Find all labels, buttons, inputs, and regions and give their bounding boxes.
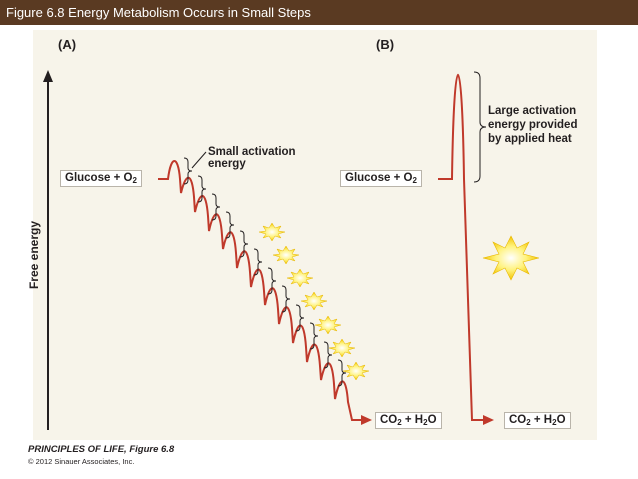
activation-brace (337, 359, 347, 387)
activation-brace (323, 341, 333, 369)
products-label-b: CO2 + H2O (504, 412, 571, 429)
products-label-a: CO2 + H2O (375, 412, 442, 429)
sunburst-icon (328, 338, 356, 358)
activation-brace (197, 175, 207, 203)
activation-brace (239, 230, 249, 258)
annotation-leader (191, 151, 207, 169)
activation-brace (295, 304, 305, 332)
sunburst-icon (300, 291, 328, 311)
figure-background (33, 30, 597, 440)
figure-credit: PRINCIPLES OF LIFE, Figure 6.8 (28, 444, 175, 455)
large-activation-brace (473, 71, 487, 183)
activation-brace (225, 211, 235, 239)
y-axis-label: Free energy (27, 220, 41, 290)
copyright-line: © 2012 Sinauer Associates, Inc. (28, 457, 135, 466)
reactants-label-b: Glucose + O2 (340, 170, 422, 187)
large-activation-label: Large activation energy provided by appl… (488, 105, 578, 145)
stepwise-arrowhead (361, 415, 372, 425)
activation-brace (281, 285, 291, 313)
sunburst-icon (258, 222, 286, 242)
activation-brace (183, 157, 193, 185)
title-bar: Figure 6.8 Energy Metabolism Occurs in S… (0, 0, 638, 25)
sunburst-icon (314, 315, 342, 335)
sunburst-icon (286, 268, 314, 288)
sunburst-icon (272, 245, 300, 265)
activation-brace (309, 322, 319, 350)
sunburst-icon (482, 235, 540, 281)
panel-a-label: (A) (58, 37, 77, 52)
single-step-arrowhead (483, 415, 494, 425)
activation-brace (267, 267, 277, 295)
activation-brace (211, 193, 221, 221)
stepwise-curve (158, 160, 362, 421)
single-step-curve (438, 74, 484, 421)
sunburst-icon (342, 361, 370, 381)
y-axis-arrowhead (43, 70, 53, 82)
small-activation-label: Small activation energy (208, 146, 296, 170)
reactants-label-a: Glucose + O2 (60, 170, 142, 187)
panel-b-label: (B) (376, 37, 395, 52)
slide-title: Figure 6.8 Energy Metabolism Occurs in S… (6, 5, 311, 20)
activation-brace (253, 248, 263, 276)
